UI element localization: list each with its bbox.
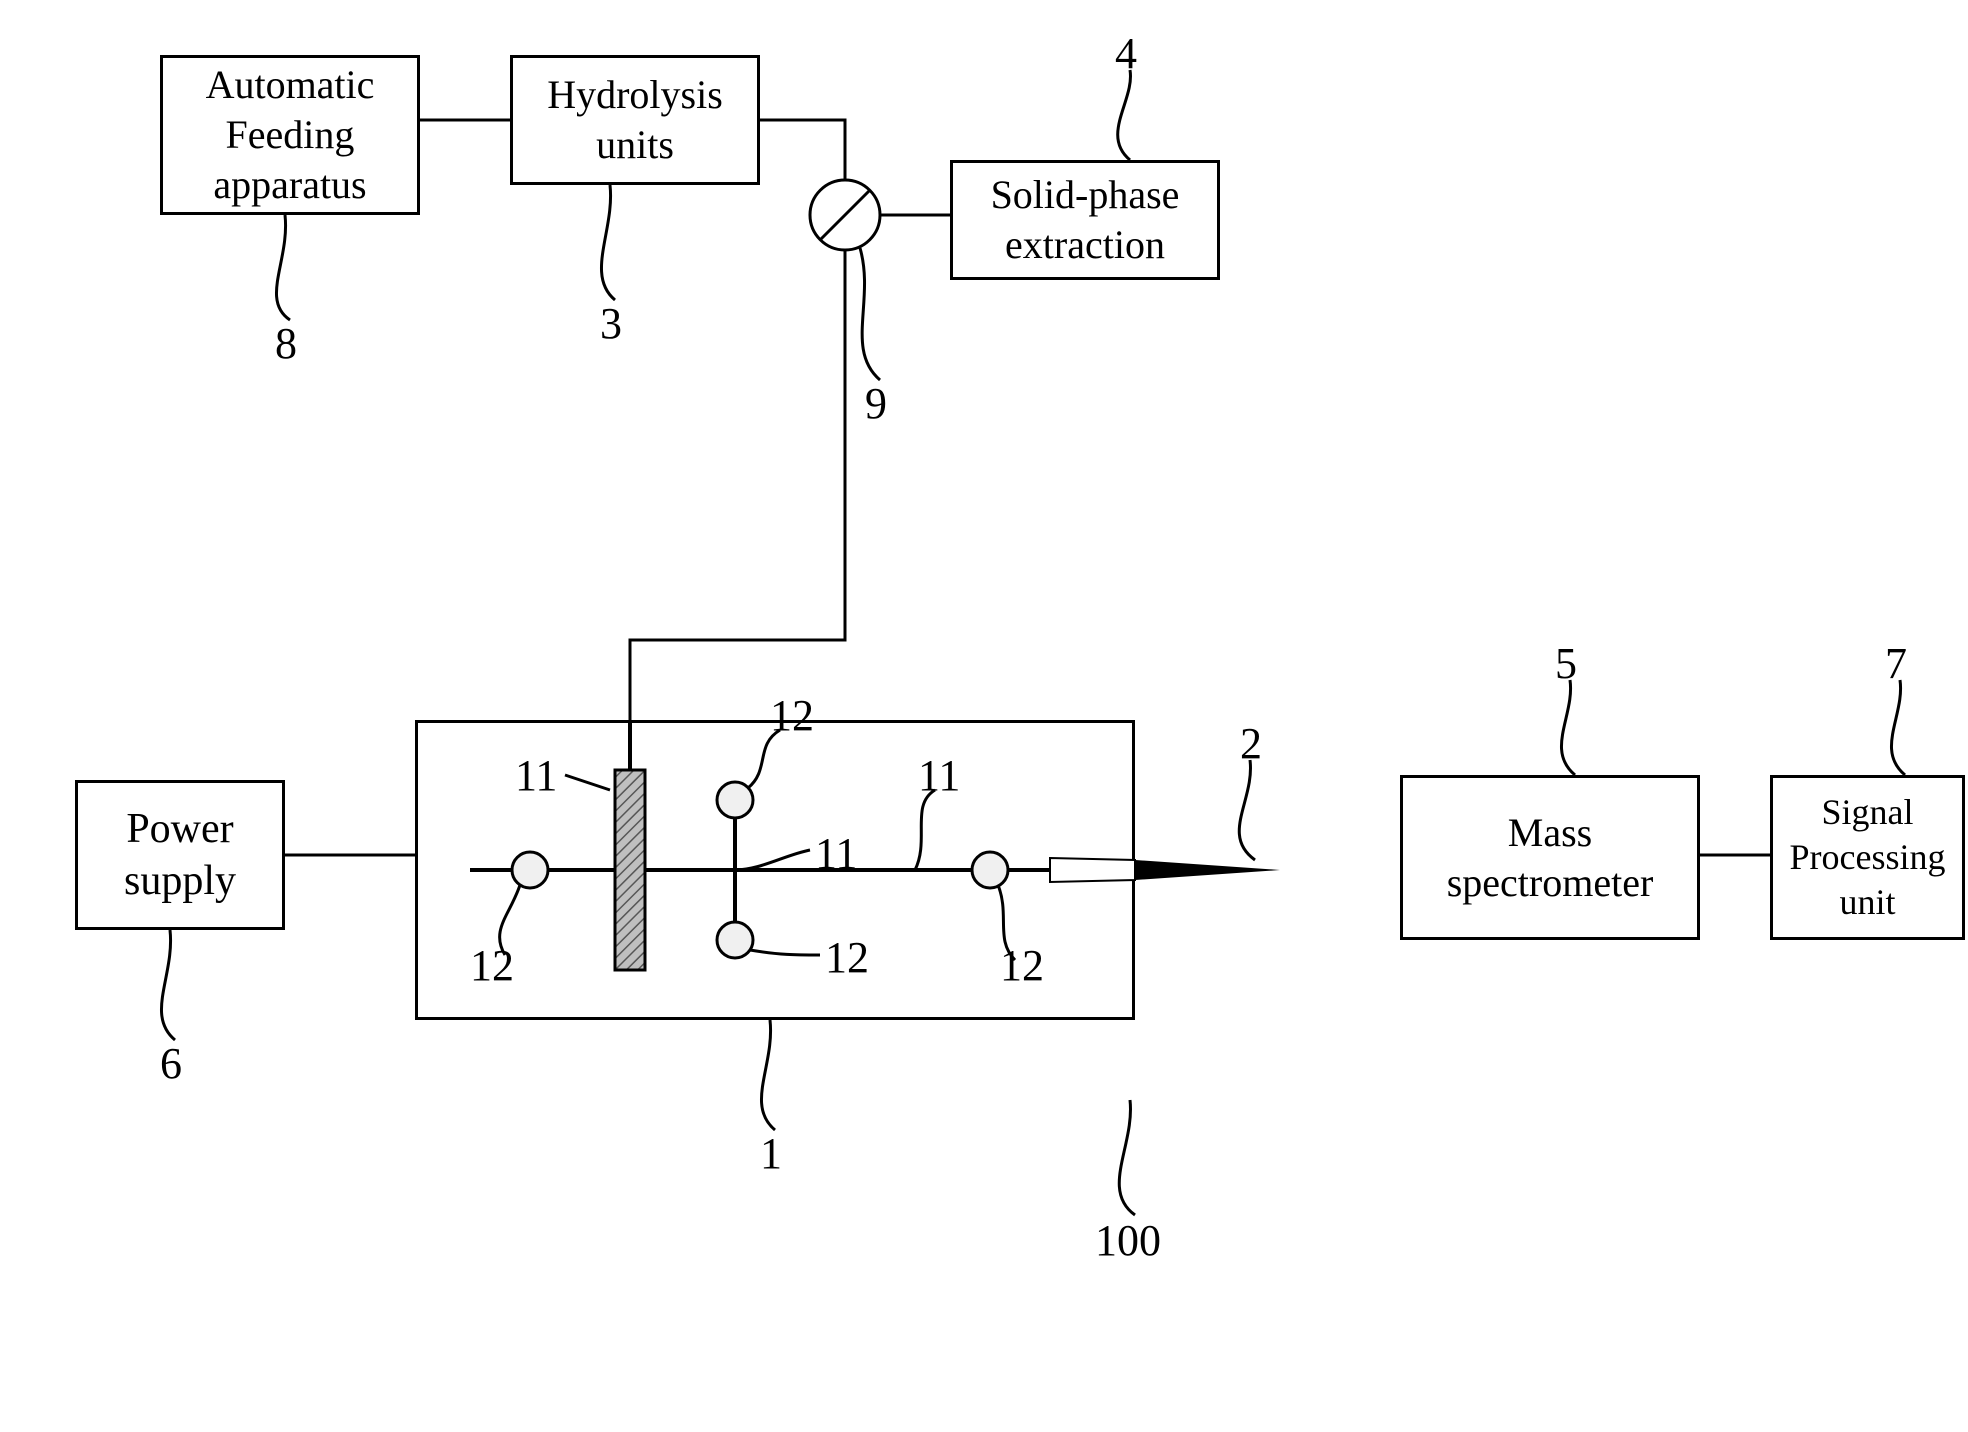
- ref-100: 100: [1095, 1215, 1161, 1266]
- ref-11b: 11: [815, 828, 857, 879]
- box-spe: Solid-phase extraction: [950, 160, 1220, 280]
- box-power-l2: supply: [124, 858, 236, 904]
- leader-2: [1239, 760, 1255, 860]
- box-hydrolysis: Hydrolysis units: [510, 55, 760, 185]
- ref-2: 2: [1240, 718, 1262, 769]
- ref-4: 4: [1115, 28, 1137, 79]
- box-massspec-l1: Mass: [1508, 810, 1592, 855]
- ref-5: 5: [1555, 638, 1577, 689]
- leader-7: [1891, 680, 1905, 775]
- box-sigproc-l3: unit: [1839, 882, 1895, 922]
- ref-12d: 12: [1000, 940, 1044, 991]
- box-feeding: Automatic Feeding apparatus: [160, 55, 420, 215]
- leader-6: [161, 930, 175, 1040]
- ref-9: 9: [865, 378, 887, 429]
- box-power-l1: Power: [126, 806, 233, 852]
- box-feeding-l3: apparatus: [213, 162, 366, 207]
- box-feeding-l2: Feeding: [226, 112, 355, 157]
- box-spe-l2: extraction: [1005, 222, 1165, 267]
- ref-7: 7: [1885, 638, 1907, 689]
- leader-9: [860, 248, 880, 380]
- valve-icon: [810, 180, 880, 250]
- leader-4: [1118, 70, 1131, 160]
- ref-12b: 12: [470, 940, 514, 991]
- conn-hydrolysis-valve: [760, 120, 845, 180]
- ref-11a: 11: [515, 750, 557, 801]
- box-spe-l1: Solid-phase: [991, 172, 1180, 217]
- ref-8: 8: [275, 318, 297, 369]
- box-sigproc-l1: Signal: [1821, 792, 1913, 832]
- box-massspec-l2: spectrometer: [1447, 860, 1654, 905]
- leader-8: [276, 215, 290, 320]
- box-sigproc-l2: Processing: [1790, 837, 1946, 877]
- box-hydrolysis-l2: units: [596, 122, 674, 167]
- diagram-canvas: Automatic Feeding apparatus Hydrolysis u…: [0, 0, 1968, 1432]
- conn-valve-chip: [630, 250, 845, 720]
- box-massspec: Mass spectrometer: [1400, 775, 1700, 940]
- ref-1: 1: [760, 1128, 782, 1179]
- leader-100: [1119, 1100, 1135, 1215]
- ref-12a: 12: [770, 690, 814, 741]
- box-feeding-l1: Automatic: [206, 62, 375, 107]
- ref-12c: 12: [825, 932, 869, 983]
- box-hydrolysis-l1: Hydrolysis: [547, 72, 723, 117]
- box-sigproc: Signal Processing unit: [1770, 775, 1965, 940]
- leader-5: [1561, 680, 1575, 775]
- ref-3: 3: [600, 298, 622, 349]
- ref-11c: 11: [918, 750, 960, 801]
- leader-1: [761, 1020, 775, 1130]
- leader-3: [601, 185, 615, 300]
- box-power: Power supply: [75, 780, 285, 930]
- ref-6: 6: [160, 1038, 182, 1089]
